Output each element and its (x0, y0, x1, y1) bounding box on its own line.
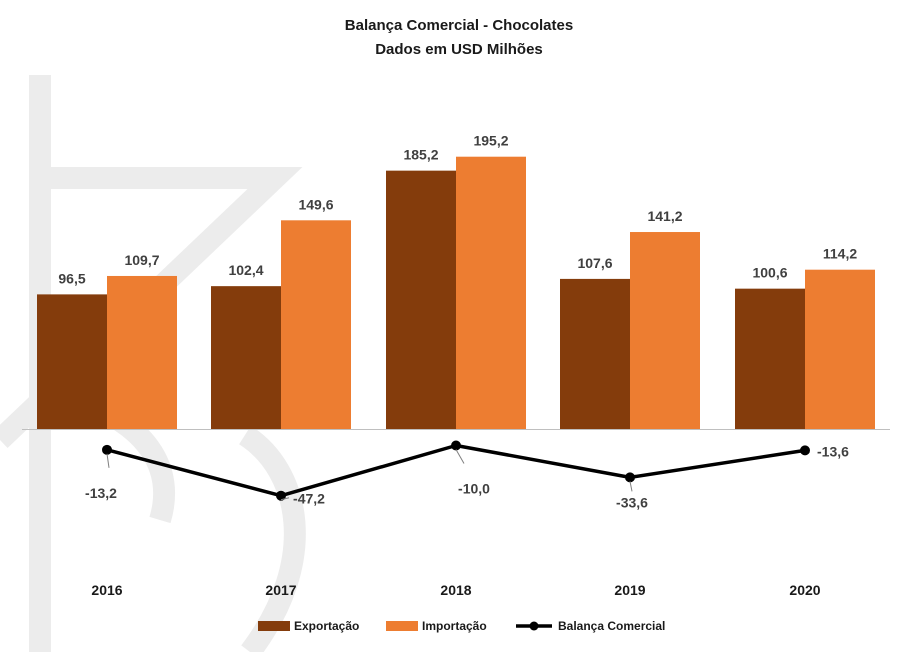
bar-importacao-2017 (281, 220, 351, 429)
line-point-2020 (800, 445, 810, 456)
legend: Exportação Importação Balança Comercial (258, 619, 665, 633)
bar-importacao-2018 (456, 156, 526, 430)
line-balanca-comercial (106, 443, 806, 498)
line-point-2018 (451, 440, 461, 451)
data-label-importacao-2017: 149,6 (298, 196, 333, 212)
data-label-importacao-2016: 109,7 (124, 252, 159, 268)
data-label-exportacao-2017: 102,4 (228, 262, 263, 278)
x-tick-label-2020: 2020 (789, 582, 820, 598)
leader-line-2018 (455, 449, 465, 464)
bar-exportacao-2016 (37, 294, 107, 429)
bar-importacao-2019 (630, 232, 700, 429)
data-label-balanca-2019: -33,6 (616, 494, 648, 510)
chart-title: Balança Comercial - Chocolates (345, 17, 573, 34)
bar-exportacao-2019 (560, 278, 630, 429)
line-point-2017 (276, 490, 286, 501)
bar-exportacao-2020 (735, 288, 805, 429)
data-label-importacao-2018: 195,2 (473, 133, 508, 149)
data-label-exportacao-2019: 107,6 (577, 255, 612, 271)
x-tick-label-2018: 2018 (440, 582, 471, 598)
bar-exportacao-2018 (386, 170, 456, 429)
x-tick-label-2019: 2019 (614, 582, 645, 598)
data-label-exportacao-2020: 100,6 (752, 265, 787, 281)
plot-area: 96,5 102,4 185,2 107,6 100,6 109,7 149,6 195,2 1… (22, 133, 890, 598)
legend-label-balanca-comercial: Balança Comercial (558, 619, 665, 633)
bar-importacao-2016 (107, 275, 177, 429)
leader-line-2016 (106, 453, 110, 468)
legend-label-exportacao: Exportação (294, 619, 359, 633)
x-tick-label-2017: 2017 (265, 582, 296, 598)
data-label-balanca-2016: -13,2 (85, 485, 117, 501)
legend-swatch-importacao (386, 621, 418, 631)
legend-marker-balanca-comercial (529, 621, 539, 631)
data-label-balanca-2018: -10,0 (458, 481, 490, 497)
chart-subtitle: Dados em USD Milhões (375, 41, 543, 58)
data-label-balanca-2020: -13,6 (817, 443, 849, 459)
x-tick-label-2016: 2016 (91, 582, 122, 598)
legend-swatch-exportacao (258, 621, 290, 631)
data-label-importacao-2020: 114,2 (823, 246, 857, 262)
line-point-2016 (102, 444, 112, 455)
leader-line-2019 (629, 481, 633, 492)
data-label-exportacao-2018: 185,2 (403, 147, 438, 163)
legend-label-importacao: Importação (422, 619, 487, 633)
bar-importacao-2020 (805, 269, 875, 429)
data-label-importacao-2019: 141,2 (647, 208, 682, 224)
bar-exportacao-2017 (211, 286, 281, 429)
data-label-balanca-2017: -47,2 (293, 491, 325, 507)
data-label-exportacao-2016: 96,5 (58, 270, 85, 286)
line-point-2019 (625, 472, 635, 483)
leader-line-2017 (280, 497, 290, 501)
chart-title-group: Balança Comercial - Chocolates Dados em … (345, 17, 573, 58)
